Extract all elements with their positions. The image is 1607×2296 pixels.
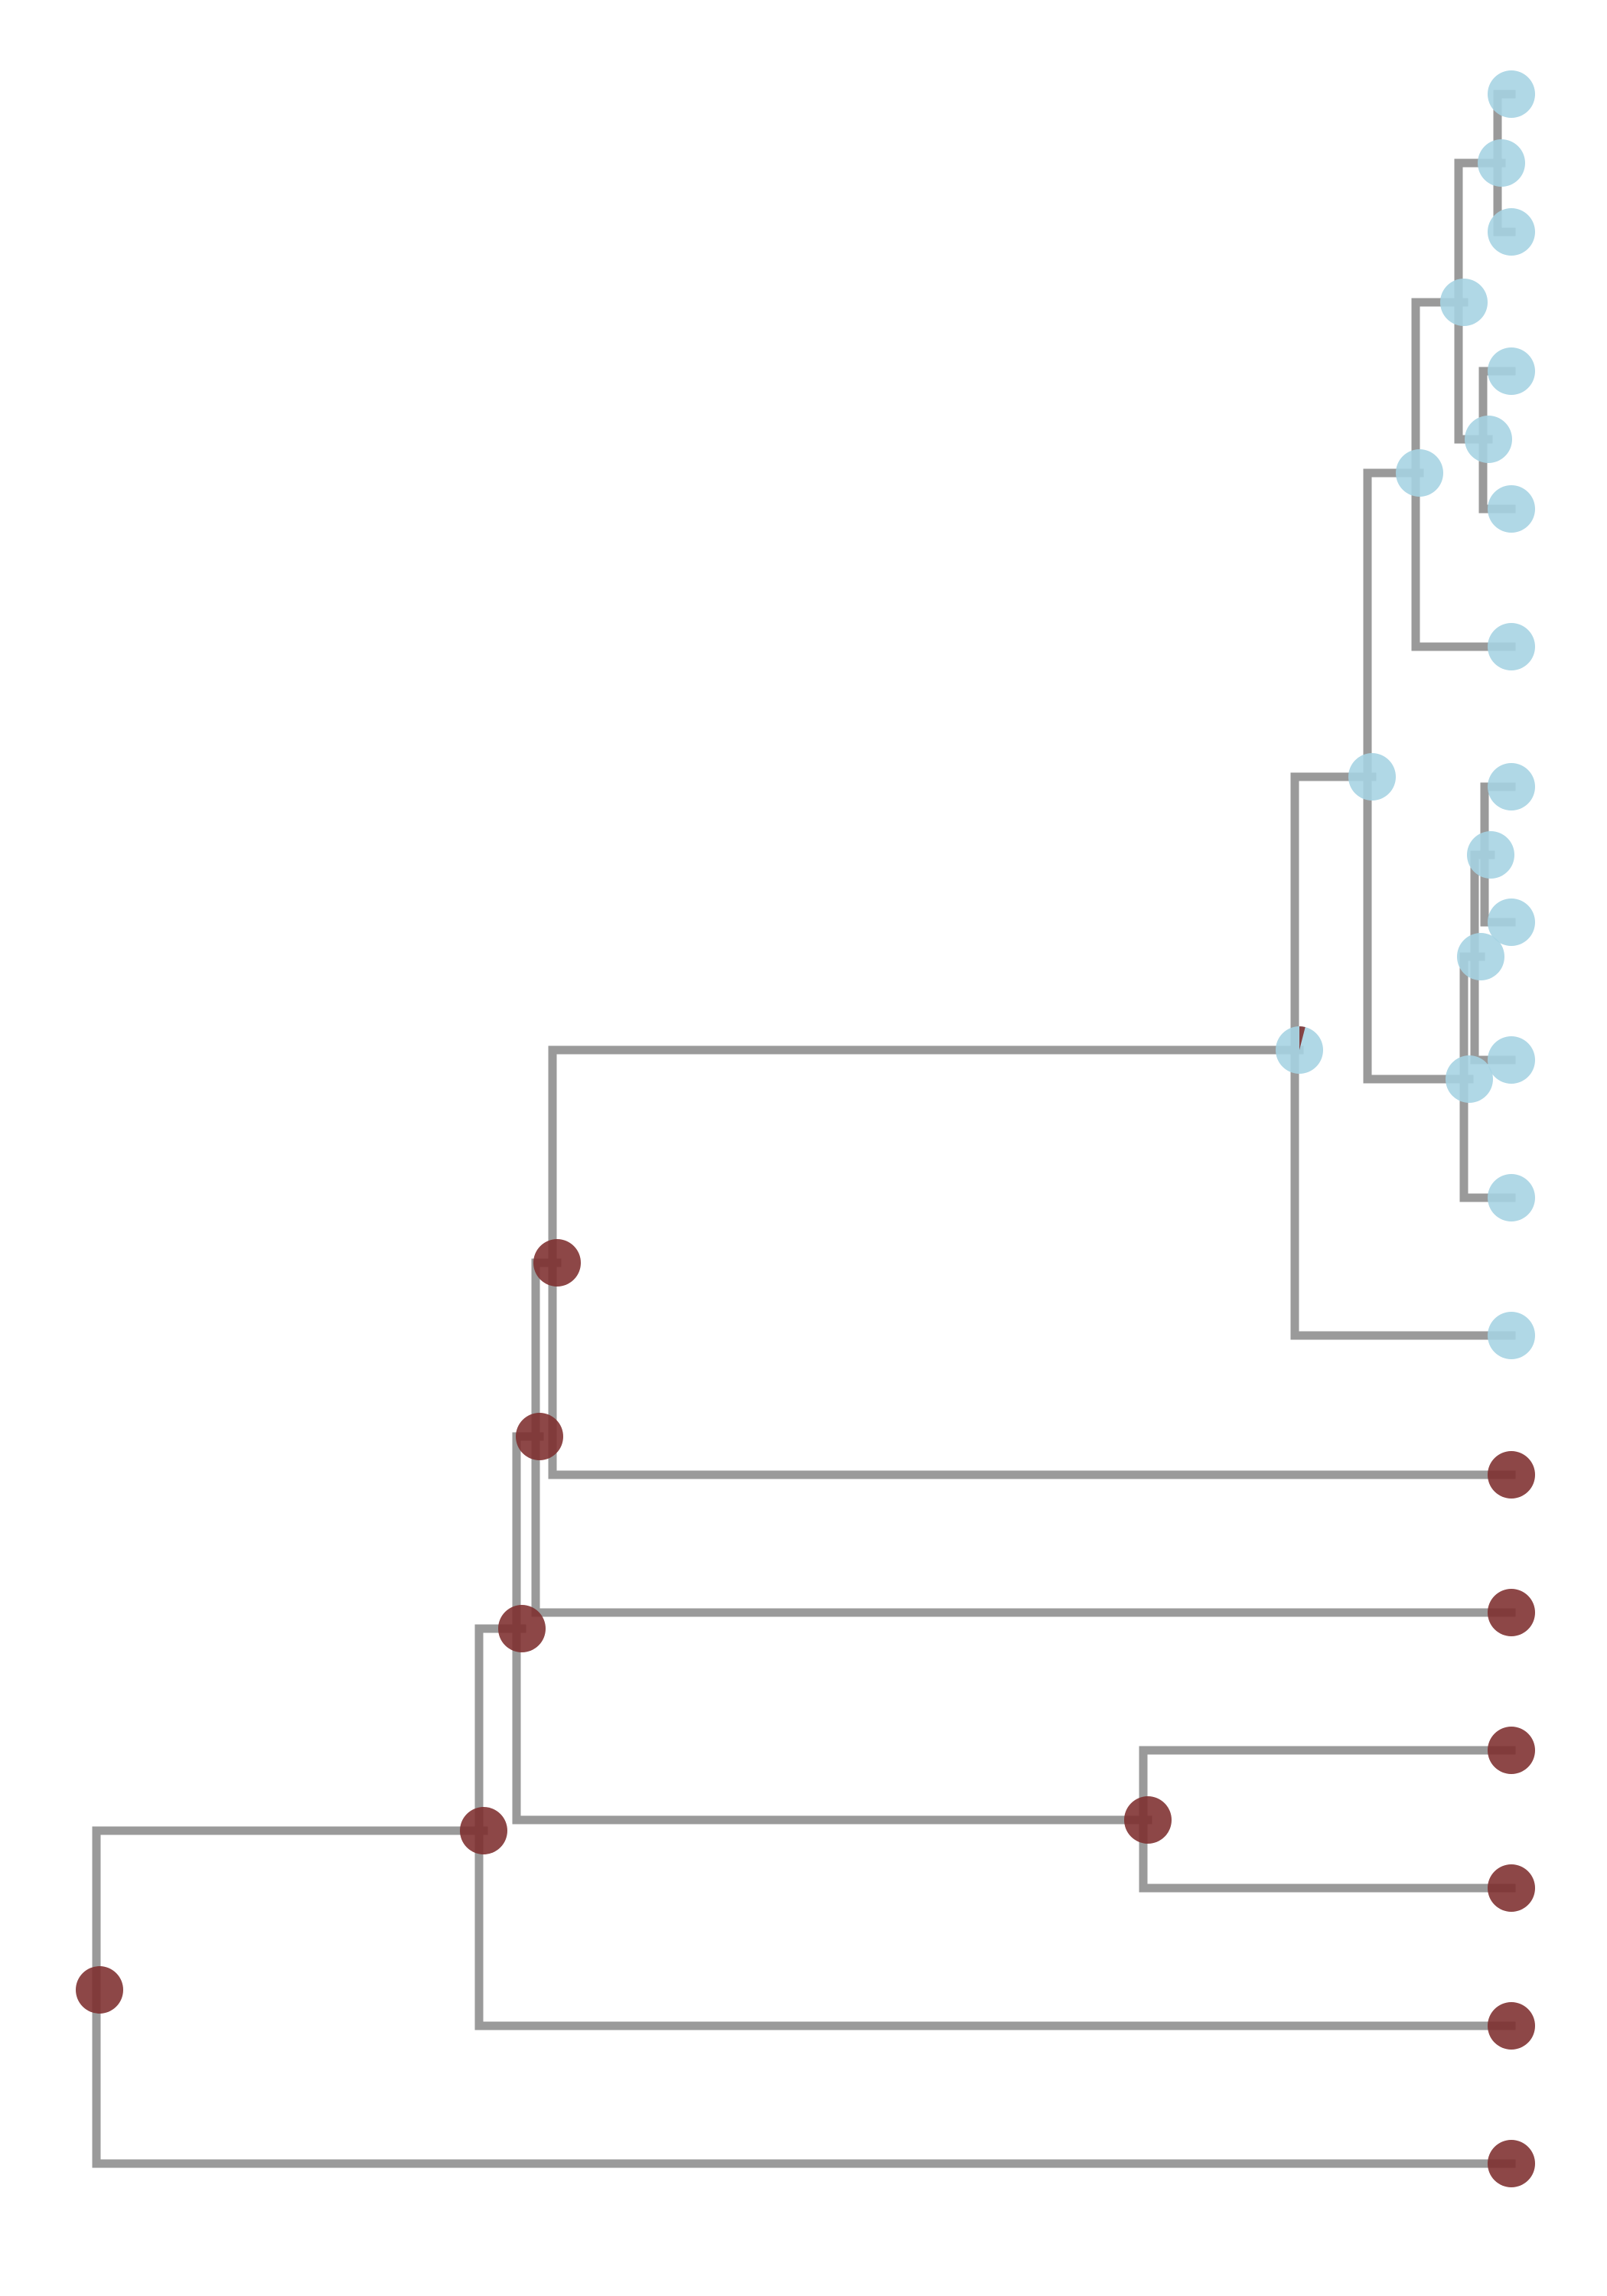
- tip-node-t4: [1488, 485, 1535, 533]
- internal-node-n11: [1446, 1055, 1493, 1103]
- pie-slice-n5: [1299, 1026, 1305, 1050]
- internal-node-n7: [1396, 449, 1443, 497]
- branch-n2-n14: [512, 1624, 1152, 1825]
- tip-node-t13: [1488, 1727, 1535, 1774]
- tip-node-t10: [1488, 1312, 1535, 1359]
- tip-node-t2: [1488, 208, 1535, 256]
- internal-node-n12: [1457, 933, 1504, 980]
- internal-node-n8: [1440, 279, 1488, 326]
- branch-n4-t11: [548, 1258, 1516, 1479]
- branch-root-t16: [92, 1985, 1516, 2168]
- internal-node-n14: [1124, 1796, 1172, 1844]
- internal-node-n13: [1467, 831, 1514, 879]
- internal-node-n9: [1478, 139, 1525, 187]
- internal-node-n3: [516, 1413, 563, 1460]
- branch-n3-t12: [531, 1432, 1516, 1617]
- branch-root-n1: [92, 1826, 488, 1994]
- tip-node-t15: [1488, 2002, 1535, 2050]
- tip-node-t1: [1488, 70, 1535, 118]
- tip-node-t14: [1488, 1864, 1535, 1912]
- tip-node-t16: [1488, 2140, 1535, 2187]
- internal-node-n1: [460, 1807, 507, 1854]
- internal-node-root: [76, 1966, 123, 2014]
- internal-node-n4: [533, 1239, 581, 1287]
- branch-n14-t14: [1139, 1815, 1516, 1893]
- tree-branches: [92, 90, 1516, 2168]
- tree-nodes: [76, 70, 1535, 2187]
- tip-node-t12: [1488, 1589, 1535, 1636]
- tip-node-t11: [1488, 1451, 1535, 1499]
- branch-n5-t10: [1290, 1045, 1516, 1340]
- tip-node-t8: [1488, 1036, 1535, 1084]
- tip-node-t9: [1488, 1174, 1535, 1221]
- tip-node-t3: [1488, 347, 1535, 395]
- tip-node-t5: [1488, 623, 1535, 670]
- internal-node-n6: [1348, 753, 1396, 801]
- branch-n5-n6: [1290, 772, 1377, 1055]
- branch-n6-n11: [1363, 772, 1474, 1084]
- internal-node-n2: [498, 1605, 546, 1652]
- branch-n14-t13: [1139, 1746, 1516, 1825]
- branch-n7-t5: [1411, 468, 1516, 651]
- tip-node-t6: [1488, 763, 1535, 810]
- tip-node-t7: [1488, 899, 1535, 946]
- branch-n1-t15: [474, 1826, 1516, 2030]
- internal-node-n10: [1465, 416, 1512, 463]
- branch-n4-n5: [548, 1045, 1304, 1267]
